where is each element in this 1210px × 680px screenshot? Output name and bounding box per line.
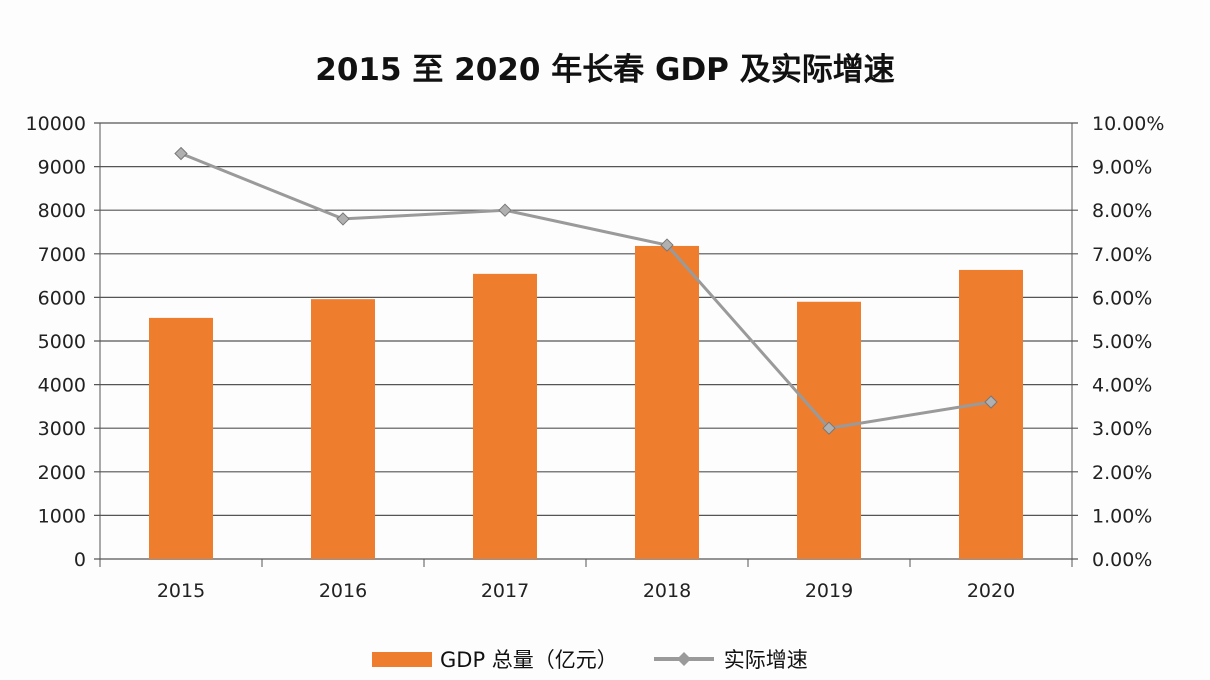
growth-marker-2017: [498, 203, 512, 217]
right-tick-label: 1.00%: [1092, 505, 1152, 527]
x-tick-label: 2017: [481, 580, 529, 602]
bar-2018: [635, 245, 699, 559]
left-tick-label: 10000: [26, 113, 86, 135]
right-tick-label: 4.00%: [1092, 375, 1152, 397]
right-tick-label: 8.00%: [1092, 200, 1152, 222]
left-tick-label: 2000: [38, 462, 86, 484]
growth-marker-2018: [660, 238, 674, 252]
right-tick-label: 7.00%: [1092, 244, 1152, 266]
right-tick-label: 9.00%: [1092, 157, 1152, 179]
growth-marker-2016: [336, 212, 350, 226]
legend-swatch-gdp: [372, 651, 432, 667]
right-tick-label: 0.00%: [1092, 549, 1152, 571]
left-tick-label: 5000: [38, 331, 86, 353]
x-tick-label: 2016: [319, 580, 367, 602]
right-tick-label: 10.00%: [1092, 113, 1164, 135]
bar-2015: [149, 317, 213, 559]
chart-title: 2015 至 2020 年长春 GDP 及实际增速: [315, 52, 895, 88]
left-tick-label: 7000: [38, 244, 86, 266]
right-tick-label: 6.00%: [1092, 287, 1152, 309]
left-tick-label: 0: [74, 549, 86, 571]
legend-label-gdp: GDP 总量（亿元）: [440, 648, 618, 672]
x-tick-label: 2019: [805, 580, 853, 602]
bar-2020: [959, 269, 1023, 559]
growth-line: [180, 152, 992, 430]
growth-marker-2015: [174, 146, 188, 161]
left-tick-label: 8000: [38, 200, 86, 222]
left-tick-label: 1000: [38, 505, 86, 527]
right-tick-label: 5.00%: [1092, 331, 1152, 353]
x-tick-label: 2018: [643, 580, 691, 602]
right-tick-label: 2.00%: [1092, 462, 1152, 484]
right-tick-label: 3.00%: [1092, 418, 1152, 440]
legend: GDP 总量（亿元） 实际增速: [372, 644, 808, 674]
legend-swatch-growth: [653, 652, 714, 666]
left-tick-label: 6000: [38, 287, 86, 309]
growth-marker-2020: [984, 395, 998, 409]
left-tick-label: 3000: [38, 418, 86, 440]
left-tick-label: 4000: [38, 375, 86, 397]
bar-2016: [311, 299, 375, 559]
growth-marker-2019: [822, 421, 836, 435]
legend-label-growth: 实际增速: [723, 648, 808, 672]
bar-2017: [473, 273, 537, 559]
x-tick-label: 2015: [157, 580, 205, 602]
left-tick-label: 9000: [38, 157, 86, 179]
x-tick-label: 2020: [967, 580, 1015, 602]
